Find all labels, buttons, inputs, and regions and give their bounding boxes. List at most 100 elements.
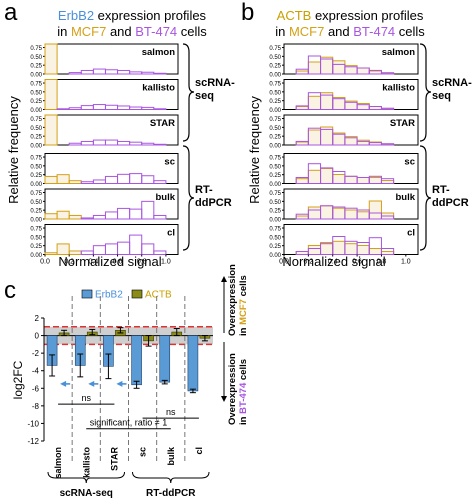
panel-a-bin-bulk-MCF7 (68, 214, 82, 220)
panel-b-scrna-brace (419, 43, 432, 142)
legend-actb-label: ACTB (145, 290, 172, 301)
panel-a-ytick-label-salmon: 0.75 (30, 46, 42, 52)
side-label-bottom-2: in BT-474 cells (238, 359, 249, 425)
panel-b-bin-bulk-MCF7 (332, 207, 346, 220)
panel-a-bin-bulk-MCF7 (56, 210, 70, 220)
panel-a-title-mcf7: MCF7 (71, 24, 106, 39)
panel-b-bin-salmon-MCF7 (307, 61, 322, 75)
panel-a-bin-sc-BT-474 (153, 180, 167, 184)
panel-b-bin-STAR-MCF7 (332, 132, 346, 146)
panel-b-bin-cl-MCF7 (320, 242, 334, 255)
panel-a-panel-label-kallisto: kallisto (142, 83, 175, 94)
panel-a-bin-cl-MCF7 (68, 250, 82, 255)
panel-a-bin-STAR-BT-474 (80, 140, 94, 146)
legend-erbb2-swatch (81, 289, 93, 299)
panel-b-group-rt-1: RT- (432, 184, 450, 196)
side-label-top-1: Overexpression (227, 264, 238, 336)
panel-b-ytick-label-STAR: 0.25 (269, 135, 281, 141)
panel-a-ytick-label-salmon: 0.50 (30, 55, 42, 61)
category-label-salmon: salmon (53, 447, 63, 479)
panel-a-bin-sc-MCF7 (56, 174, 70, 184)
panel-b-ytick-label-STAR: 0.00 (269, 144, 281, 150)
panel-b-bin-sc-MCF7 (332, 174, 346, 184)
ns-label-scrna: ns (81, 393, 91, 403)
panel-b-histograms: 0.75 0.50 0.25 0.00 salmon 0.75 0.50 0.25 0.00 ka… (269, 43, 419, 266)
panel-a-bin-bulk-BT-474 (104, 211, 119, 220)
panel-b-ytick-label-cl: 0.00 (269, 253, 281, 259)
panel-a-xlabel: Normalized signal (58, 254, 161, 269)
panel-b-ytick-label-cl: 0.25 (269, 244, 281, 250)
panel-b-panel-label-cl: cl (407, 228, 415, 239)
panel-b-title-rest: expression profiles (311, 8, 423, 23)
panel-b-ylabel: Relative frequency (247, 96, 262, 204)
panel-a-ytick-label-sc: 0.75 (30, 156, 42, 162)
panel-a-group-scrna-2: seq (195, 90, 214, 102)
panel-b-panel-label-sc: sc (404, 157, 415, 168)
panel-a-bin-STAR-BT-474 (117, 140, 131, 146)
panel-c-ytick-label: -2 (32, 349, 40, 358)
panel-a-title-cells: cells (177, 24, 207, 39)
panel-a-bin-salmon-BT-474 (80, 69, 94, 75)
panel-a-bin-kallisto-BT-474 (68, 107, 82, 110)
panel-b-bin-salmon-MCF7 (332, 60, 346, 75)
panel-b-ytick-label-STAR: 0.75 (269, 117, 281, 123)
panel-a-ytick-label-bulk: 0.50 (30, 200, 42, 206)
panel-b-xtick-label: 0.4 (328, 259, 338, 266)
panel-a-title-and: and (106, 24, 135, 39)
panel-a-gene: ErbB2 (58, 8, 94, 23)
panel-b-bin-STAR-BT-474 (380, 143, 395, 146)
panel-a-ytick-label-cl: 0.00 (30, 253, 42, 259)
panel-b-bin-cl-MCF7 (344, 243, 358, 255)
panel-a-panel-label-STAR: STAR (150, 118, 175, 129)
panel-b-bin-bulk-MCF7 (368, 200, 382, 220)
sig-label: significant, ratio ≠ 1 (90, 418, 167, 428)
group-bracket-scrna (47, 471, 125, 484)
panel-a-ytick-label-sc: 0.00 (30, 182, 42, 188)
panel-a-letter: a (4, 0, 18, 26)
panel-c-ytick-label: -10 (27, 419, 39, 428)
side-label-bottom-part: BT-474 (238, 382, 249, 414)
shift-arrowhead (60, 380, 67, 387)
panel-b-ytick-label-kallisto: 0.50 (269, 90, 281, 96)
panel-a-ytick-label-kallisto: 0.00 (30, 108, 42, 114)
panel-a-xtick-label: 0.8 (137, 259, 147, 266)
panel-b-title-mcf7: MCF7 (289, 24, 324, 39)
panel-a-bin-cl-BT-474 (117, 241, 131, 256)
panel-a-bin-kallisto-BT-474 (129, 106, 143, 110)
panel-b-ytick-label-kallisto: 0.25 (269, 99, 281, 105)
panel-a-bin-sc-MCF7 (44, 175, 58, 185)
panel-b-bin-cl-MCF7 (307, 245, 322, 255)
panel-b-rt-brace (419, 145, 432, 251)
panel-a-bin-STAR-BT-474 (141, 142, 155, 146)
panel-b-ytick-label-salmon: 0.00 (269, 73, 281, 79)
panel-a-bin-bulk-BT-474 (92, 214, 106, 220)
panel-c-barchart: 2 0 -2 -4 -6 -8 -10 -12 log2FC ErbB2 ACTB salmon kal… (11, 264, 249, 499)
panel-a-bin-sc-BT-474 (80, 181, 94, 184)
panel-a-ytick-label-sc: 0.50 (30, 164, 42, 170)
panel-b-bin-kallisto-BT-474 (380, 107, 395, 111)
bar-erbb2-sc (131, 335, 142, 386)
panel-b-title-bt474: BT-474 (353, 24, 395, 39)
panel-a-bin-bulk-BT-474 (129, 208, 143, 220)
panel-a-ytick-label-STAR: 0.00 (30, 144, 42, 150)
panel-b-title-line2: in MCF7 and BT-474 cells (275, 24, 425, 39)
panel-b-ytick-label-kallisto: 0.00 (269, 108, 281, 114)
panel-b-bin-cl-BT-474 (380, 248, 395, 255)
panel-b-xtick-label: 1.0 (401, 259, 411, 266)
panel-b-xtick-label: 0.8 (377, 259, 387, 266)
panel-b-xtick-label: 0.6 (352, 259, 362, 266)
panel-b-panel-label-bulk: bulk (395, 192, 415, 203)
panel-b-ytick-label-bulk: 0.25 (269, 209, 281, 215)
panel-b-ytick-label-bulk: 0.50 (269, 200, 281, 206)
panel-b-bin-kallisto-MCF7 (307, 95, 322, 111)
panel-b-bin-cl-MCF7 (332, 240, 346, 256)
panel-a-bin-kallisto-BT-474 (92, 104, 106, 110)
panel-b-group-rt-2: ddPCR (432, 197, 469, 209)
panel-b-bin-STAR-MCF7 (307, 129, 322, 146)
panel-a-bin-kallisto-BT-474 (117, 105, 131, 111)
panel-a-ytick-label-cl: 0.25 (30, 244, 42, 250)
panel-a-bin-salmon-BT-474 (129, 71, 143, 75)
panel-a-histograms: 0.75 0.50 0.25 0.00 salmon 0.75 0.50 0.25 0.00 ka… (30, 43, 179, 266)
panel-a-bin-salmon-BT-474 (92, 68, 106, 75)
